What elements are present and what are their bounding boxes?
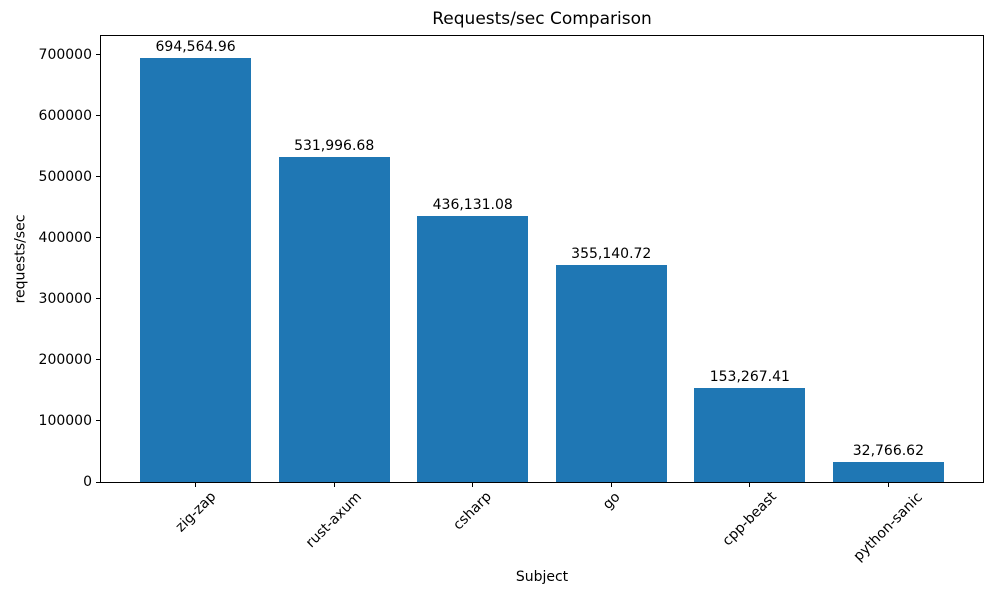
- y-tick-mark: [96, 481, 100, 483]
- x-tick-label: rust-axum: [303, 488, 366, 552]
- x-tick-mark: [610, 483, 612, 487]
- y-tick-label: 100000: [38, 412, 92, 429]
- x-tick-mark: [195, 483, 197, 487]
- x-tick-mark: [887, 483, 889, 487]
- x-tick-label: python-sanic: [850, 488, 927, 565]
- y-tick-label: 400000: [38, 229, 92, 246]
- x-tick-label: zig-zap: [172, 488, 219, 536]
- y-tick-label: 500000: [38, 168, 92, 185]
- bar-value-label: 436,131.08: [432, 196, 513, 213]
- bar-value-label: 355,140.72: [571, 246, 652, 263]
- y-tick-label: 200000: [38, 351, 92, 368]
- y-tick-mark: [96, 298, 100, 300]
- bar-rust-axum: [278, 157, 390, 482]
- y-tick-label: 300000: [38, 290, 92, 307]
- x-tick-mark: [333, 483, 335, 487]
- bar-value-label: 531,996.68: [294, 138, 375, 155]
- bar-csharp: [417, 215, 529, 482]
- y-tick-label: 0: [83, 474, 92, 490]
- bar-zig-zap: [140, 58, 252, 482]
- bar-value-label: 153,267.41: [709, 369, 790, 386]
- y-tick-label: 600000: [38, 107, 92, 124]
- bar-value-label: 32,766.62: [852, 443, 925, 459]
- x-tick-label: go: [599, 488, 624, 513]
- bar-python-sanic: [832, 462, 944, 482]
- chart-title: Requests/sec Comparison: [432, 9, 652, 29]
- y-tick-mark: [96, 359, 100, 361]
- y-tick-label: 700000: [38, 46, 92, 63]
- bar-value-label: 694,564.96: [155, 39, 236, 56]
- bar-go: [555, 265, 667, 482]
- y-tick-mark: [96, 420, 100, 422]
- y-tick-mark: [96, 54, 100, 56]
- x-tick-mark: [472, 483, 474, 487]
- y-tick-mark: [96, 237, 100, 239]
- x-tick-label: csharp: [450, 488, 496, 534]
- x-axis-label: Subject: [515, 569, 569, 585]
- bar-cpp-beast: [694, 388, 806, 482]
- x-tick-label: cpp-beast: [719, 488, 781, 550]
- x-tick-mark: [749, 483, 751, 487]
- y-tick-mark: [96, 115, 100, 117]
- y-tick-mark: [96, 176, 100, 178]
